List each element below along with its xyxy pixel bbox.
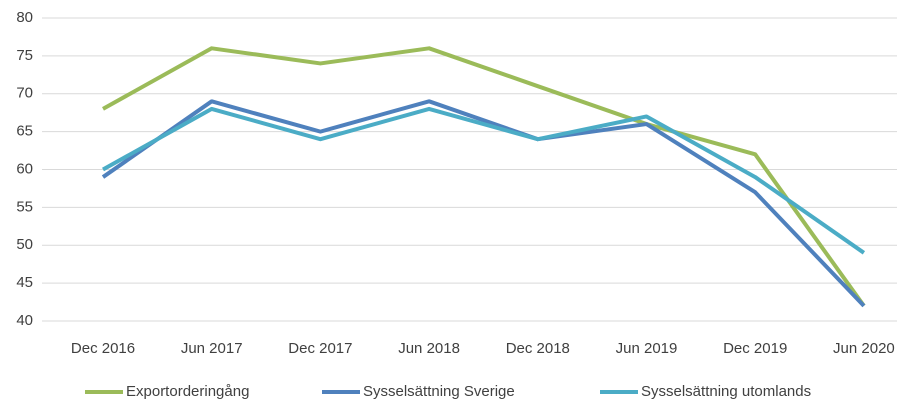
x-tick-label: Jun 2019 bbox=[616, 340, 678, 357]
x-tick-label: Dec 2019 bbox=[723, 340, 787, 357]
x-tick-label: Dec 2016 bbox=[71, 340, 135, 357]
legend-label: Sysselsättning utomlands bbox=[641, 383, 811, 400]
y-tick-label: 45 bbox=[16, 274, 33, 291]
x-tick-label: Jun 2017 bbox=[181, 340, 243, 357]
y-tick-label: 50 bbox=[16, 236, 33, 253]
legend-label: Exportorderingång bbox=[126, 383, 249, 400]
x-tick-label: Dec 2017 bbox=[288, 340, 352, 357]
series-line bbox=[102, 106, 866, 255]
legend-label: Sysselsättning Sverige bbox=[363, 383, 515, 400]
x-tick-label: Dec 2018 bbox=[506, 340, 570, 357]
y-tick-label: 65 bbox=[16, 123, 33, 140]
y-tick-label: 80 bbox=[16, 9, 33, 26]
y-tick-label: 70 bbox=[16, 85, 33, 102]
series-line bbox=[102, 46, 866, 308]
y-tick-label: 75 bbox=[16, 47, 33, 64]
y-tick-label: 55 bbox=[16, 198, 33, 215]
series-line bbox=[101, 99, 866, 308]
y-tick-label: 60 bbox=[16, 160, 33, 177]
x-tick-label: Jun 2018 bbox=[398, 340, 460, 357]
x-tick-label: Jun 2020 bbox=[833, 340, 895, 357]
y-tick-label: 40 bbox=[16, 312, 33, 329]
